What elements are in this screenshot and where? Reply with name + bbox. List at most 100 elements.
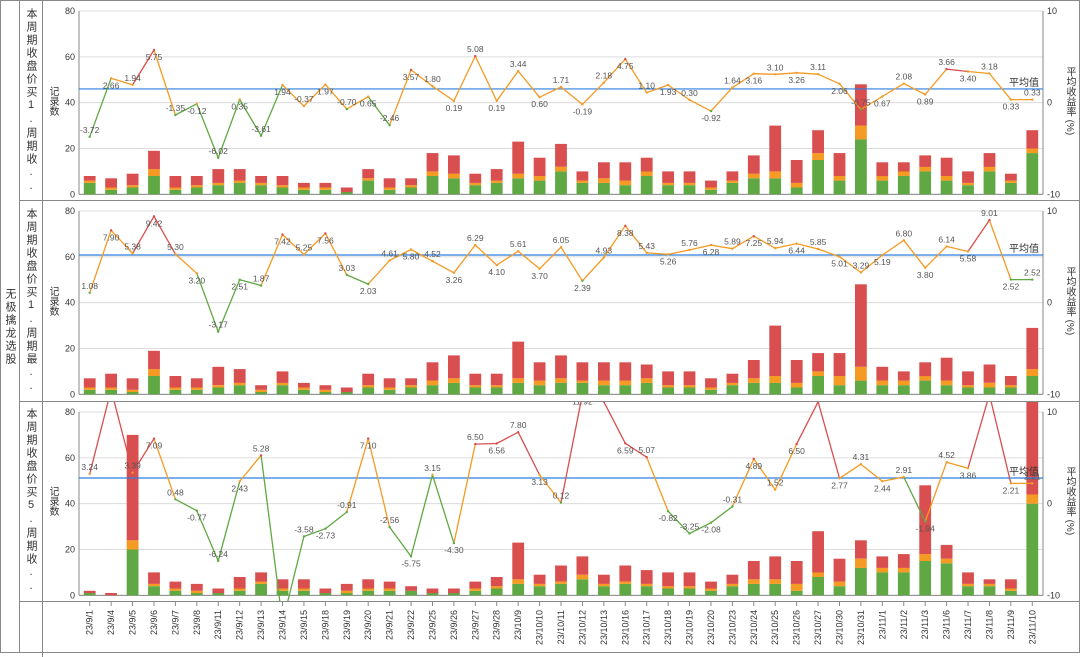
svg-text:3.11: 3.11: [810, 62, 826, 72]
panel-label-cell: 本周期收盘价买5.周期收..: [20, 402, 43, 601]
svg-text:23/9/7: 23/9/7: [170, 610, 180, 635]
svg-text:23/9/19: 23/9/19: [342, 610, 352, 640]
svg-text:平均值: 平均值: [1009, 242, 1039, 255]
svg-text:1.94: 1.94: [124, 73, 141, 83]
svg-text:6.29: 6.29: [467, 233, 484, 243]
svg-text:80: 80: [65, 6, 75, 16]
panel-label-cell: 本周期收盘价买1.周期收..: [20, 1, 43, 200]
left-axis-label: 记录数: [45, 486, 60, 516]
panel-row-2: 本周期收盘价买5.周期收..记录数平均收益率 (%)020406080-1001…: [20, 402, 1079, 602]
svg-text:-4.30: -4.30: [444, 545, 464, 555]
chart-svg: 020406080-10010平均值-3.722.661.945.75-1.35…: [43, 1, 1079, 200]
svg-text:6.50: 6.50: [467, 432, 484, 442]
svg-text:0.33: 0.33: [1003, 102, 1020, 112]
svg-text:-0.12: -0.12: [187, 106, 207, 116]
svg-text:20: 20: [65, 544, 75, 554]
svg-text:5.30: 5.30: [167, 242, 184, 252]
svg-text:-3.61: -3.61: [251, 124, 271, 134]
right-axis-label: 平均收益率 (%): [1062, 66, 1077, 134]
svg-text:1.10: 1.10: [638, 81, 655, 91]
svg-text:0.12: 0.12: [553, 490, 570, 500]
svg-text:-3.72: -3.72: [80, 125, 100, 135]
svg-text:3.44: 3.44: [510, 59, 527, 69]
svg-text:23/10/17: 23/10/17: [642, 610, 652, 645]
svg-text:-1.94: -1.94: [916, 523, 936, 533]
svg-text:23/11/3: 23/11/3: [920, 610, 930, 639]
svg-text:3.03: 3.03: [339, 263, 356, 273]
svg-text:9.01: 9.01: [981, 208, 998, 218]
svg-text:10: 10: [1047, 6, 1057, 16]
svg-text:23/11/10: 23/11/10: [1027, 610, 1037, 644]
svg-text:-2.73: -2.73: [316, 530, 336, 540]
svg-text:10: 10: [1047, 206, 1057, 216]
svg-text:2.91: 2.91: [896, 465, 913, 475]
xaxis-row: 23/9/123/9/423/9/523/9/623/9/723/9/823/9…: [20, 602, 1079, 657]
svg-text:60: 60: [65, 252, 75, 262]
chart-grid: 无极擒龙选股 本周期收盘价买1.周期收.. 记录数 平均收益率 (%) 0 20 40 60…: [0, 0, 1080, 653]
svg-text:5.08: 5.08: [467, 44, 484, 54]
left-axis-label: 记录数: [45, 286, 60, 316]
svg-text:23/11/8: 23/11/8: [984, 610, 994, 639]
svg-text:5.61: 5.61: [510, 240, 527, 250]
chart-svg: 020406080-10010平均值1.087.905.389.425.303.…: [43, 201, 1079, 400]
svg-text:23/9/8: 23/9/8: [192, 610, 202, 635]
svg-text:7.80: 7.80: [510, 420, 527, 430]
svg-text:23/9/18: 23/9/18: [320, 610, 330, 640]
svg-text:23/10/27: 23/10/27: [813, 610, 823, 645]
svg-text:23/10/23: 23/10/23: [727, 610, 737, 645]
svg-text:7.09: 7.09: [146, 440, 163, 450]
svg-text:23/11/2: 23/11/2: [899, 610, 909, 639]
svg-text:3.26: 3.26: [446, 275, 463, 285]
svg-text:-0.92: -0.92: [701, 113, 721, 123]
svg-text:4.61: 4.61: [381, 249, 398, 259]
svg-text:23/9/28: 23/9/28: [492, 610, 502, 640]
group-label: 无极擒龙选股: [2, 288, 18, 366]
svg-text:-0.37: -0.37: [294, 94, 314, 104]
group-label-cell: 无极擒龙选股: [1, 1, 20, 652]
svg-text:0.89: 0.89: [917, 97, 934, 107]
svg-text:9.42: 9.42: [146, 219, 163, 229]
svg-text:3.10: 3.10: [767, 62, 784, 72]
svg-text:4.10: 4.10: [488, 267, 505, 277]
svg-text:23/11/9: 23/11/9: [1006, 610, 1016, 639]
svg-text:23/11/6: 23/11/6: [942, 610, 952, 639]
svg-text:5.85: 5.85: [810, 237, 827, 247]
svg-text:23/11/7: 23/11/7: [963, 610, 973, 639]
svg-text:-2.08: -2.08: [701, 524, 721, 534]
svg-text:7.90: 7.90: [103, 233, 120, 243]
svg-text:8.38: 8.38: [617, 228, 634, 238]
svg-text:1.71: 1.71: [553, 75, 570, 85]
svg-text:0.67: 0.67: [874, 99, 891, 109]
svg-text:40: 40: [65, 98, 75, 108]
svg-text:3.66: 3.66: [938, 57, 955, 67]
svg-text:2.77: 2.77: [831, 480, 848, 490]
svg-text:6.28: 6.28: [703, 247, 720, 257]
svg-text:-2.46: -2.46: [380, 113, 400, 123]
svg-text:0: 0: [70, 590, 75, 600]
svg-text:5.80: 5.80: [403, 252, 420, 262]
svg-text:23/10/18: 23/10/18: [663, 610, 673, 645]
svg-text:5.01: 5.01: [831, 259, 848, 269]
svg-text:2.39: 2.39: [574, 283, 591, 293]
svg-text:3.15: 3.15: [424, 462, 441, 472]
svg-text:23/9/20: 23/9/20: [363, 610, 373, 640]
svg-text:20: 20: [65, 144, 75, 154]
xaxis-spacer: [20, 602, 43, 657]
svg-text:-0.19: -0.19: [573, 106, 593, 116]
svg-text:2.18: 2.18: [596, 71, 613, 81]
svg-text:23/10/16: 23/10/16: [620, 610, 630, 645]
svg-text:10: 10: [1047, 407, 1057, 417]
svg-text:5.38: 5.38: [124, 242, 141, 252]
svg-text:6.56: 6.56: [488, 445, 505, 455]
svg-text:5.25: 5.25: [296, 243, 313, 253]
svg-text:23/10/26: 23/10/26: [792, 610, 802, 645]
svg-text:6.80: 6.80: [896, 229, 913, 239]
svg-text:1.97: 1.97: [317, 87, 334, 97]
panel-title: 本周期收盘价买5.周期收..: [23, 408, 39, 594]
svg-text:5.43: 5.43: [638, 241, 655, 251]
svg-text:23/11/1: 23/11/1: [877, 610, 887, 639]
svg-text:23/10/30: 23/10/30: [834, 610, 844, 645]
svg-text:0.48: 0.48: [167, 487, 184, 497]
svg-text:1.08: 1.08: [81, 281, 98, 291]
svg-text:4.89: 4.89: [746, 460, 763, 470]
